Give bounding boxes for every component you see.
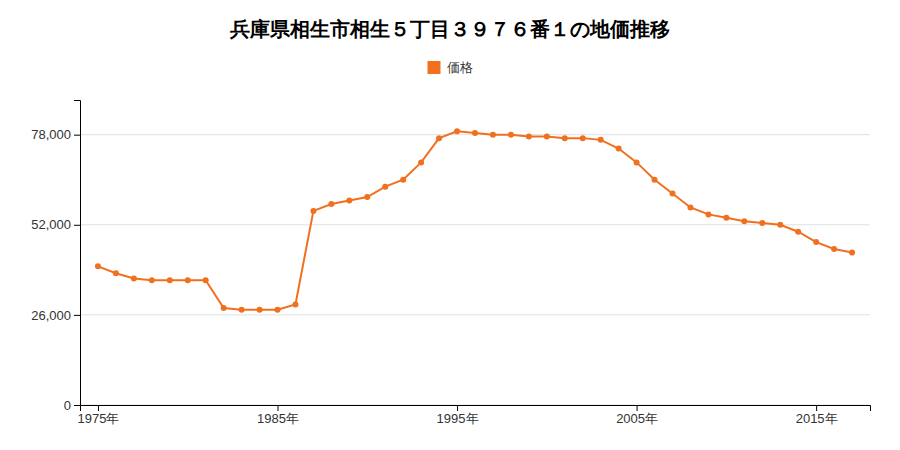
legend-swatch [428,61,441,74]
tick: 0 [64,398,80,413]
point [472,130,478,136]
point [759,220,765,226]
tick-label: 2015年 [796,411,838,426]
tick-label: 0 [64,398,71,413]
tick-mark [98,405,99,411]
point [203,277,209,283]
tick: 1985年 [257,405,299,426]
point [741,218,747,224]
point [562,135,568,141]
y-grid [80,135,870,405]
tick-mark [457,405,458,411]
grid-line [80,314,870,315]
point [149,277,155,283]
tick-mark [74,225,80,226]
point [777,222,783,228]
point [490,132,496,138]
grid-line [80,224,870,225]
tick: 1975年 [77,405,119,426]
point [167,277,173,283]
tick: 26,000 [31,308,80,323]
y-axis: 0 26,000 52,000 78,000 [31,101,80,413]
point [616,146,622,152]
point [131,275,137,281]
point [652,177,658,183]
plot-area: 1975年 1985年 1995年 2005年 2015年 0 26,000 52,000 78… [31,101,870,427]
legend-item: 価格 [428,60,473,75]
point [813,239,819,245]
point [239,307,245,313]
tick-mark [278,405,279,411]
tick-mark [74,135,80,136]
line [98,131,852,309]
point [185,277,191,283]
point [687,204,693,210]
point [257,307,263,313]
tick-label: 52,000 [31,217,71,232]
tick-mark [74,315,80,316]
point [508,132,514,138]
tick-label: 1995年 [437,411,479,426]
markers [95,128,855,312]
point [364,194,370,200]
tick-label: 1985年 [257,411,299,426]
point [346,198,352,204]
point [95,263,101,269]
point [598,137,604,143]
point [723,215,729,221]
point [418,159,424,165]
tick-label: 2005年 [616,411,658,426]
x-axis: 1975年 1985年 1995年 2005年 2015年 [77,405,870,426]
axis-line [74,101,81,406]
point [580,135,586,141]
point [849,250,855,256]
point [328,201,334,207]
tick: 78,000 [31,127,80,142]
point [454,128,460,134]
point [670,191,676,197]
point [705,211,711,217]
point [382,184,388,190]
point [831,246,837,252]
point [526,133,532,139]
axis-line [81,406,871,412]
marks [95,128,855,312]
tick-mark [816,405,817,411]
legend: 価格 [428,60,473,75]
tick: 2005年 [616,405,658,426]
point [310,208,316,214]
point [275,307,281,313]
tick-label: 26,000 [31,308,71,323]
chart: 兵庫県相生市相生５丁目３９７６番１の地価推移 1975年 1985年 1995年 200… [0,0,900,450]
point [400,177,406,183]
point [544,133,550,139]
point [221,305,227,311]
tick-label: 78,000 [31,127,71,142]
tick-mark [637,405,638,411]
tick-mark [74,405,80,406]
point [436,135,442,141]
tick: 2015年 [796,405,838,426]
legend-label: 価格 [447,60,473,75]
tick-label: 1975年 [77,411,119,426]
tick: 52,000 [31,217,80,232]
tick: 1995年 [437,405,479,426]
point [292,301,298,307]
point [634,159,640,165]
point [113,270,119,276]
title: 兵庫県相生市相生５丁目３９７６番１の地価推移 [229,17,670,41]
point [795,229,801,235]
